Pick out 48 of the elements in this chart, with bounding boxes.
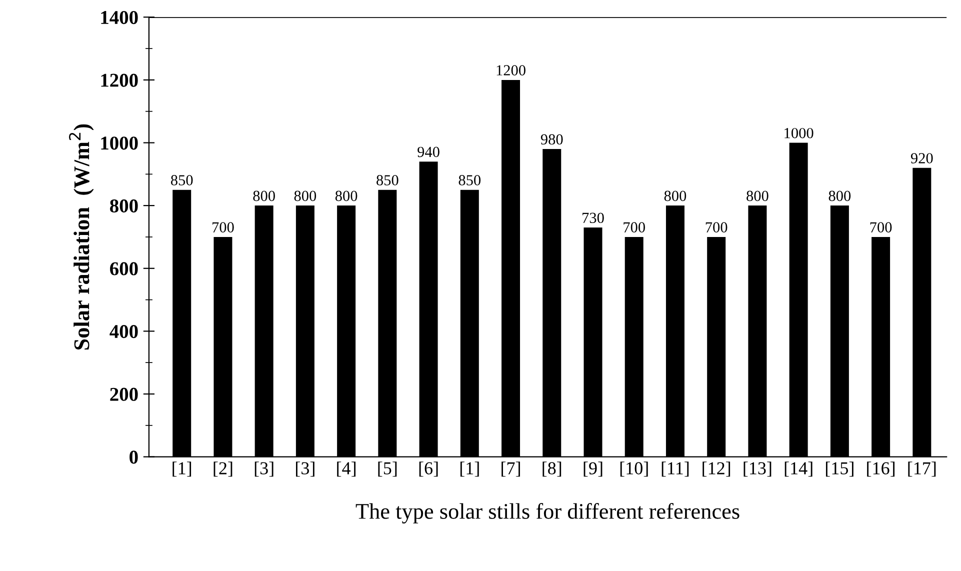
data-label: 980 [540, 134, 563, 145]
x-tick-label: [1] [460, 462, 479, 477]
x-tick-label: [3] [296, 462, 314, 477]
x-tick-label: [16] [867, 462, 894, 477]
data-label: 800 [828, 190, 851, 202]
data-label: 800 [746, 190, 768, 202]
data-label: 850 [458, 175, 481, 186]
data-label: 940 [418, 146, 440, 158]
x-tick-label: [8] [542, 462, 562, 477]
x-tick-label: [12] [702, 462, 730, 477]
x-tick-label: [15] [826, 462, 854, 477]
data-label: 700 [870, 222, 892, 232]
data-label: 700 [706, 222, 728, 232]
x-tick-label: [1] [172, 462, 192, 477]
x-tick-label: [9] [584, 462, 602, 477]
x-tick-label: [4] [337, 462, 356, 477]
data-label: 1000 [784, 128, 814, 138]
x-tick-label: [5] [378, 462, 397, 477]
y-tick-label: 800 [110, 199, 138, 212]
y-tick-label: 1000 [101, 136, 138, 150]
data-label: 700 [212, 222, 234, 232]
y-tick-label: 1200 [101, 74, 138, 87]
x-tick-label: [14] [784, 462, 812, 477]
data-label: 800 [253, 190, 275, 202]
data-label: 800 [294, 190, 316, 202]
x-tick-label: [17] [908, 462, 936, 477]
y-tick-label: 400 [110, 324, 138, 338]
data-label: 730 [582, 212, 604, 224]
y-tick-label: 0 [130, 450, 138, 464]
y-axis-title: Solar radiation (W/m$^{2}$) [68, 124, 94, 350]
data-label: 850 [376, 175, 398, 186]
data-label: 800 [664, 190, 686, 202]
data-label: 700 [624, 222, 645, 232]
data-label: 1200 [496, 65, 526, 76]
x-tick-label: [3] [254, 462, 274, 477]
x-tick-label: [6] [419, 462, 438, 477]
data-label: 850 [170, 175, 193, 186]
x-tick-label: [13] [744, 462, 772, 477]
x-tick-label: [11] [662, 462, 689, 477]
x-tick-label: [2] [214, 462, 232, 477]
y-tick-label: 200 [110, 388, 138, 401]
data-label: 920 [910, 153, 933, 164]
x-axis-title: The type solar stills for different references [356, 503, 740, 524]
data-label: 800 [335, 190, 358, 202]
x-tick-label: [7] [502, 462, 520, 477]
y-tick-label: 1400 [101, 10, 138, 24]
y-tick-label: 600 [110, 262, 138, 276]
x-tick-label: [10] [620, 462, 648, 477]
